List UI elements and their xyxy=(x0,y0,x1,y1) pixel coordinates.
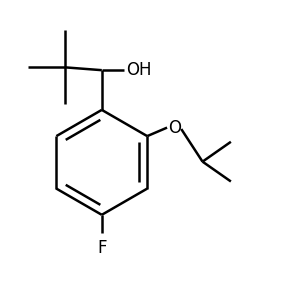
Text: F: F xyxy=(97,239,106,257)
Text: O: O xyxy=(168,119,181,137)
Text: OH: OH xyxy=(126,61,152,79)
